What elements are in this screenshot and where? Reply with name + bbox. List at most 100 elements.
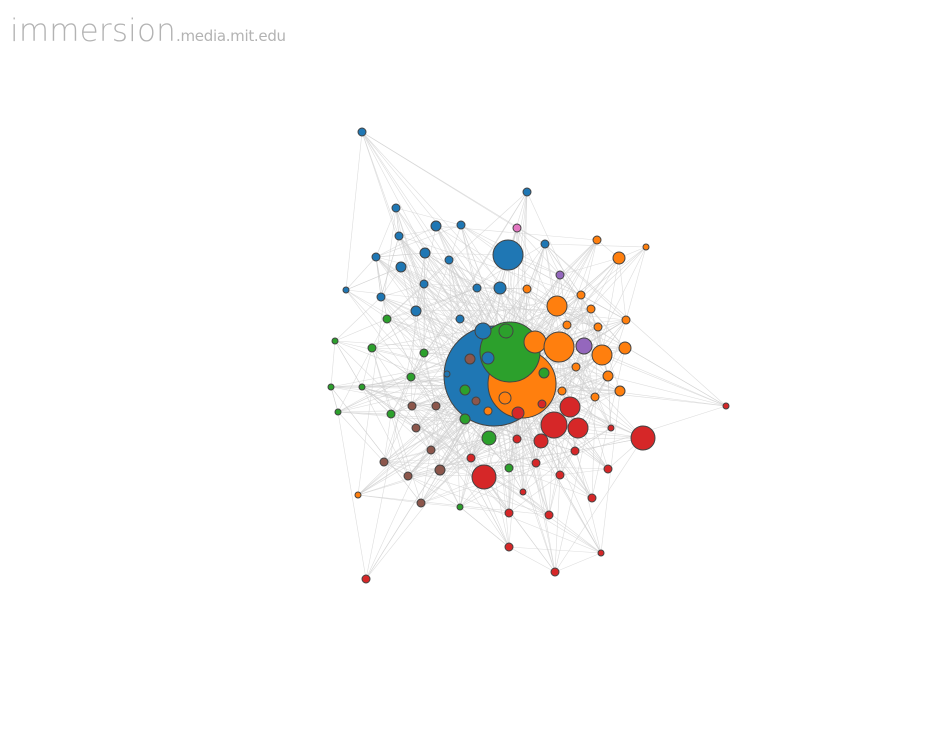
node-orange[interactable]: [612, 251, 626, 265]
node-green[interactable]: [406, 372, 416, 382]
node-green[interactable]: [459, 384, 471, 396]
node-orange[interactable]: [546, 295, 568, 317]
node-red[interactable]: [597, 549, 605, 557]
node-orange[interactable]: [483, 406, 493, 416]
node-brown[interactable]: [464, 353, 476, 365]
node-blue[interactable]: [376, 292, 386, 302]
node-pink[interactable]: [512, 223, 522, 233]
node-blue[interactable]: [522, 187, 532, 197]
node-blue[interactable]: [394, 231, 404, 241]
node-orange[interactable]: [498, 391, 512, 405]
node-green[interactable]: [459, 413, 471, 425]
node-green[interactable]: [334, 408, 342, 416]
node-green[interactable]: [498, 323, 514, 339]
node-blue[interactable]: [472, 283, 482, 293]
node-orange[interactable]: [576, 290, 586, 300]
node-blue[interactable]: [419, 247, 431, 259]
node-blue[interactable]: [481, 351, 495, 365]
node-purple[interactable]: [575, 337, 593, 355]
node-orange[interactable]: [618, 341, 632, 355]
node-blue[interactable]: [342, 286, 350, 294]
node-blue[interactable]: [395, 261, 407, 273]
node-red[interactable]: [537, 399, 547, 409]
node-brown[interactable]: [379, 457, 389, 467]
node-red[interactable]: [512, 434, 522, 444]
node-brown[interactable]: [431, 401, 441, 411]
node-orange[interactable]: [543, 331, 575, 363]
node-orange[interactable]: [562, 320, 572, 330]
node-blue[interactable]: [371, 252, 381, 262]
node-orange[interactable]: [621, 315, 631, 325]
immersion-logo[interactable]: immersion.media.mit.edu: [10, 16, 286, 47]
node-red[interactable]: [570, 446, 580, 456]
node-orange[interactable]: [593, 322, 603, 332]
node-red[interactable]: [504, 508, 514, 518]
node-orange[interactable]: [571, 362, 581, 372]
node-red[interactable]: [555, 470, 565, 480]
node-brown[interactable]: [411, 423, 421, 433]
node-blue[interactable]: [391, 203, 401, 213]
node-blue[interactable]: [456, 220, 466, 230]
node-orange[interactable]: [602, 370, 614, 382]
node-green[interactable]: [504, 463, 514, 473]
node-blue[interactable]: [357, 127, 367, 137]
node-red[interactable]: [567, 417, 589, 439]
node-green[interactable]: [382, 314, 392, 324]
node-red[interactable]: [531, 458, 541, 468]
node-blue[interactable]: [493, 281, 507, 295]
node-red[interactable]: [540, 411, 568, 439]
node-brown[interactable]: [403, 471, 413, 481]
node-green[interactable]: [419, 348, 429, 358]
node-blue[interactable]: [455, 314, 465, 324]
node-blue[interactable]: [540, 239, 550, 249]
node-red[interactable]: [511, 406, 525, 420]
node-blue[interactable]: [410, 305, 422, 317]
node-blue[interactable]: [492, 239, 524, 271]
node-red[interactable]: [587, 493, 597, 503]
node-blue[interactable]: [430, 220, 442, 232]
node-orange[interactable]: [591, 344, 613, 366]
node-red[interactable]: [544, 510, 554, 520]
node-red[interactable]: [559, 396, 581, 418]
node-blue[interactable]: [419, 279, 429, 289]
node-green[interactable]: [331, 337, 339, 345]
node-purple[interactable]: [555, 270, 565, 280]
node-orange[interactable]: [557, 386, 567, 396]
node-red[interactable]: [471, 464, 497, 490]
node-red[interactable]: [722, 402, 730, 410]
node-orange[interactable]: [523, 330, 547, 354]
node-orange[interactable]: [614, 385, 626, 397]
node-green[interactable]: [358, 383, 366, 391]
node-blue[interactable]: [444, 255, 454, 265]
node-red[interactable]: [550, 567, 560, 577]
node-brown[interactable]: [407, 401, 417, 411]
node-red[interactable]: [603, 464, 613, 474]
node-brown[interactable]: [471, 396, 481, 406]
node-orange[interactable]: [642, 243, 650, 251]
node-brown[interactable]: [426, 445, 436, 455]
node-green[interactable]: [386, 409, 396, 419]
node-orange[interactable]: [590, 392, 600, 402]
node-red[interactable]: [533, 433, 549, 449]
node-blue[interactable]: [474, 322, 492, 340]
node-green[interactable]: [456, 503, 464, 511]
node-green[interactable]: [367, 343, 377, 353]
node-red[interactable]: [630, 425, 656, 451]
node-brown[interactable]: [416, 498, 426, 508]
node-red[interactable]: [607, 424, 615, 432]
node-red[interactable]: [504, 542, 514, 552]
node-blue[interactable]: [443, 370, 451, 378]
node-green[interactable]: [481, 430, 497, 446]
graph-nodes[interactable]: [327, 127, 730, 584]
node-orange[interactable]: [522, 284, 532, 294]
node-green[interactable]: [327, 383, 335, 391]
node-red[interactable]: [361, 574, 371, 584]
node-green[interactable]: [538, 367, 550, 379]
node-red[interactable]: [466, 453, 476, 463]
node-brown[interactable]: [434, 464, 446, 476]
node-orange[interactable]: [592, 235, 602, 245]
node-red[interactable]: [519, 488, 527, 496]
node-orange[interactable]: [354, 491, 362, 499]
node-orange[interactable]: [586, 304, 596, 314]
